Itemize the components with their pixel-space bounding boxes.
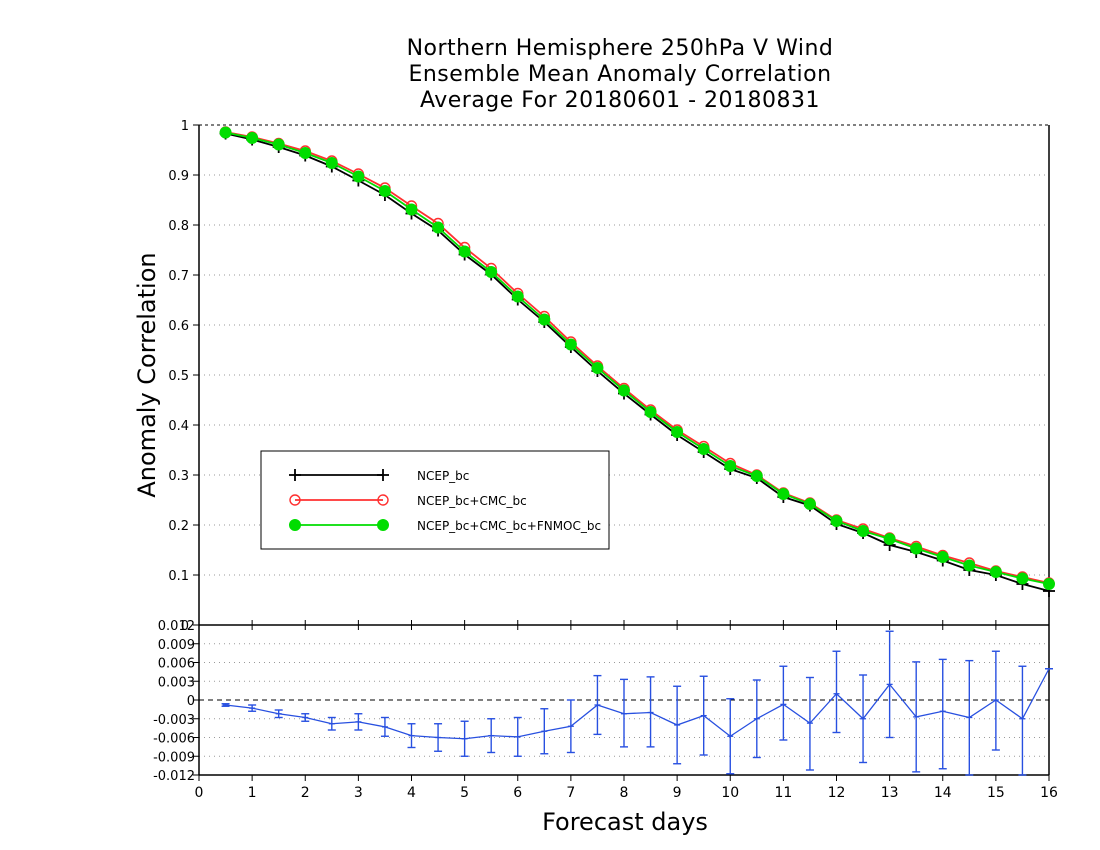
- data-point-filled-circle: [485, 266, 498, 278]
- chart-title-line-3: Average For 20180601 - 20180831: [419, 88, 821, 113]
- x-tick-label: 4: [407, 785, 416, 801]
- top-y-tick-label: 0.5: [168, 369, 189, 384]
- top-y-tick-label: 0.3: [168, 469, 189, 484]
- data-point-filled-circle: [1043, 578, 1055, 590]
- legend-item-0: NCEP_bc: [289, 469, 469, 483]
- data-point-filled-circle: [538, 313, 551, 326]
- data-point-filled-circle: [750, 470, 763, 482]
- bottom-y-tick-label: 0.006: [158, 657, 195, 672]
- data-point-filled-circle: [777, 488, 790, 500]
- x-tick-label: 0: [195, 785, 204, 801]
- data-point-filled-circle: [1016, 572, 1029, 585]
- x-tick-label: 2: [301, 785, 310, 801]
- x-tick-label: 5: [460, 785, 469, 801]
- bottom-y-tick-label: 0: [187, 694, 195, 709]
- x-tick-label: 1: [248, 785, 257, 801]
- top-y-tick-label: 0.2: [168, 519, 189, 534]
- x-tick-label: 11: [774, 785, 792, 801]
- bottom-y-tick-label: 0.003: [158, 675, 195, 690]
- legend-item-1: NCEP_bc+CMC_bc: [289, 494, 527, 508]
- data-point-filled-circle: [644, 406, 657, 418]
- data-point-filled-circle: [936, 551, 949, 563]
- data-point-filled-circle: [591, 362, 604, 374]
- data-point-filled-circle: [272, 138, 285, 151]
- bottom-y-tick-label: -0.006: [153, 732, 195, 747]
- bottom-series: [221, 630, 1053, 776]
- x-tick-label: 16: [1040, 785, 1058, 801]
- data-point-filled-circle: [564, 338, 577, 351]
- data-point-filled-circle: [352, 170, 365, 183]
- x-axis-title: Forecast days: [542, 808, 708, 836]
- x-tick-label: 13: [881, 785, 899, 801]
- data-point-filled-circle: [910, 542, 923, 555]
- bottom-y-tick-label: -0.012: [153, 769, 195, 784]
- data-point-filled-circle: [378, 185, 391, 197]
- legend-item-2: NCEP_bc+CMC_bc+FNMOC_bc: [289, 519, 601, 533]
- data-point-filled-circle: [377, 519, 389, 531]
- bottom-y-tick-label: -0.009: [153, 750, 195, 765]
- data-point-filled-circle: [963, 559, 976, 572]
- data-point-filled-circle: [803, 498, 816, 510]
- top-y-tick-label: 0.4: [168, 419, 189, 434]
- x-tick-label: 9: [673, 785, 682, 801]
- series-2: [219, 126, 1055, 590]
- x-tick-label: 6: [513, 785, 522, 801]
- bottom-y-tick-label: 0.012: [158, 619, 195, 634]
- data-point-filled-circle: [883, 533, 896, 545]
- top-y-tick-label: 0.8: [168, 219, 189, 234]
- legend-label: NCEP_bc: [417, 469, 469, 483]
- data-point-filled-circle: [246, 132, 259, 144]
- top-y-tick-label: 0.9: [168, 169, 189, 184]
- chart-title-line-2: Ensemble Mean Anomaly Correlation: [408, 62, 832, 87]
- top-y-tick-label: 0: [181, 619, 189, 634]
- data-point-filled-circle: [618, 384, 630, 397]
- bottom-y-tick-label: -0.003: [153, 713, 195, 728]
- x-tick-label: 3: [354, 785, 363, 801]
- legend-label: NCEP_bc+CMC_bc+FNMOC_bc: [417, 519, 601, 533]
- y-axis-title: Anomaly Correlation: [133, 252, 161, 498]
- data-point-filled-circle: [697, 443, 710, 455]
- x-tick-label: 15: [987, 785, 1005, 801]
- data-point-filled-circle: [219, 126, 232, 139]
- top-y-tick-label: 0.7: [168, 269, 189, 284]
- x-tick-label: 12: [828, 785, 846, 801]
- data-point-open-circle: [377, 494, 389, 506]
- data-point-filled-circle: [458, 245, 471, 258]
- data-point-filled-circle: [325, 157, 338, 169]
- x-tick-label: 7: [566, 785, 575, 801]
- data-point-filled-circle: [830, 515, 843, 527]
- top-y-tick-label: 0.6: [168, 319, 189, 334]
- data-point-filled-circle: [405, 203, 418, 216]
- data-point-filled-circle: [511, 290, 524, 303]
- data-point-filled-circle: [989, 566, 1002, 578]
- x-tick-label: 8: [620, 785, 629, 801]
- data-point-filled-circle: [432, 221, 445, 234]
- data-point-filled-circle: [724, 460, 737, 472]
- data-point-open-circle: [289, 494, 301, 506]
- data-point-filled-circle: [857, 525, 870, 537]
- chart-title-line-1: Northern Hemisphere 250hPa V Wind: [406, 36, 834, 61]
- x-tick-label: 10: [721, 785, 739, 801]
- bottom-y-tick-label: 0.009: [158, 638, 195, 653]
- data-point-filled-circle: [299, 147, 312, 159]
- top-y-tick-label: 1: [181, 119, 189, 134]
- x-tick-label: 14: [934, 785, 952, 801]
- difference-line: [225, 668, 1050, 740]
- data-point-filled-circle: [671, 426, 684, 438]
- top-y-tick-label: 0.1: [168, 569, 189, 584]
- data-point-filled-circle: [289, 519, 301, 531]
- legend-label: NCEP_bc+CMC_bc: [417, 494, 527, 508]
